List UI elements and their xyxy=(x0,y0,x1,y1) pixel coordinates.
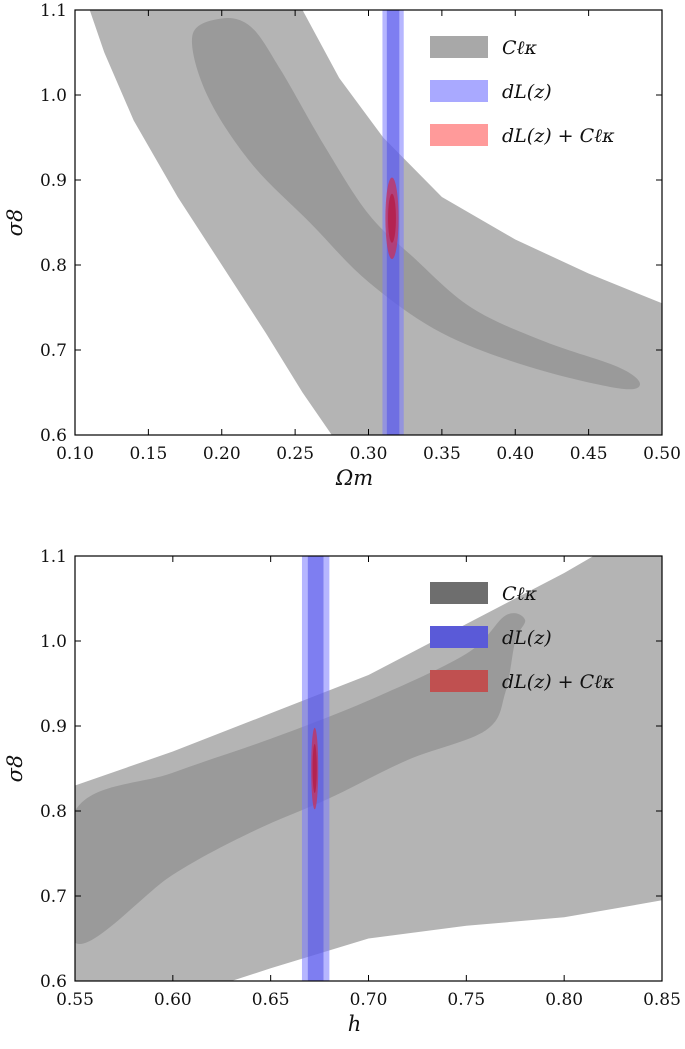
legend-swatch xyxy=(430,670,488,692)
x-tick-label: 0.20 xyxy=(203,444,241,464)
legend-label: dL(z) + Cℓκ xyxy=(502,125,615,147)
x-tick-label: 0.15 xyxy=(129,444,167,464)
plot-area xyxy=(75,556,662,981)
legend-swatch xyxy=(430,36,488,58)
y-tick-label: 0.9 xyxy=(40,171,67,191)
legend-label: dL(z) + Cℓκ xyxy=(502,671,615,693)
legend-label: Cℓκ xyxy=(502,583,537,605)
y-tick-label: 0.8 xyxy=(40,256,67,276)
y-axis-label: σ8 xyxy=(3,209,27,237)
legend-label: dL(z) xyxy=(502,627,552,649)
x-tick-label: 0.45 xyxy=(570,444,608,464)
y-tick-label: 0.8 xyxy=(40,802,67,822)
x-tick-label: 0.25 xyxy=(276,444,314,464)
y-tick-label: 1.0 xyxy=(40,632,67,652)
x-tick-label: 0.40 xyxy=(496,444,534,464)
legend-swatch xyxy=(430,80,488,102)
x-tick-label: 0.55 xyxy=(56,990,94,1010)
x-tick-label: 0.70 xyxy=(350,990,388,1010)
x-tick-label: 0.65 xyxy=(252,990,290,1010)
combined-inner-ellipse xyxy=(388,193,396,243)
x-tick-label: 0.75 xyxy=(447,990,485,1010)
x-tick-label: 0.50 xyxy=(643,444,681,464)
legend-label: Cℓκ xyxy=(502,37,537,59)
y-tick-label: 1.1 xyxy=(40,1,67,21)
cl-kappa-inner-contour xyxy=(191,18,640,390)
legend-swatch xyxy=(430,582,488,604)
x-axis-label: h xyxy=(348,1012,362,1036)
combined-inner-ellipse xyxy=(312,744,317,793)
y-tick-label: 0.7 xyxy=(40,887,67,907)
x-axis-label: Ωm xyxy=(335,466,373,490)
panel-1: 0.10 0.15 0.20 0.25 0.30 0.35 0.40 0.45 0.50 0.6 0… xyxy=(3,1,681,490)
y-tick-label: 0.6 xyxy=(40,972,67,992)
y-tick-label: 0.6 xyxy=(40,426,67,446)
panel-2: 0.55 0.60 0.65 0.70 0.75 0.80 0.85 0.6 0.7 0.8 0.9… xyxy=(3,547,681,1036)
x-tick-label: 0.30 xyxy=(350,444,388,464)
y-tick-label: 1.0 xyxy=(40,86,67,106)
plot-area xyxy=(89,10,662,435)
legend: Cℓκ dL(z) dL(z) + Cℓκ xyxy=(430,582,615,693)
x-tick-label: 0.10 xyxy=(56,444,94,464)
y-axis-label: σ8 xyxy=(3,755,27,783)
x-tick-label: 0.60 xyxy=(154,990,192,1010)
legend-label: dL(z) xyxy=(502,81,552,103)
cl-kappa-inner-contour xyxy=(75,613,526,945)
x-tick-label: 0.80 xyxy=(545,990,583,1010)
y-tick-label: 0.9 xyxy=(40,717,67,737)
legend: Cℓκ dL(z) dL(z) + Cℓκ xyxy=(430,36,615,147)
legend-swatch xyxy=(430,124,488,146)
y-tick-label: 0.7 xyxy=(40,341,67,361)
legend-swatch xyxy=(430,626,488,648)
x-tick-label: 0.35 xyxy=(423,444,461,464)
x-tick-label: 0.85 xyxy=(643,990,681,1010)
y-tick-label: 1.1 xyxy=(40,547,67,567)
